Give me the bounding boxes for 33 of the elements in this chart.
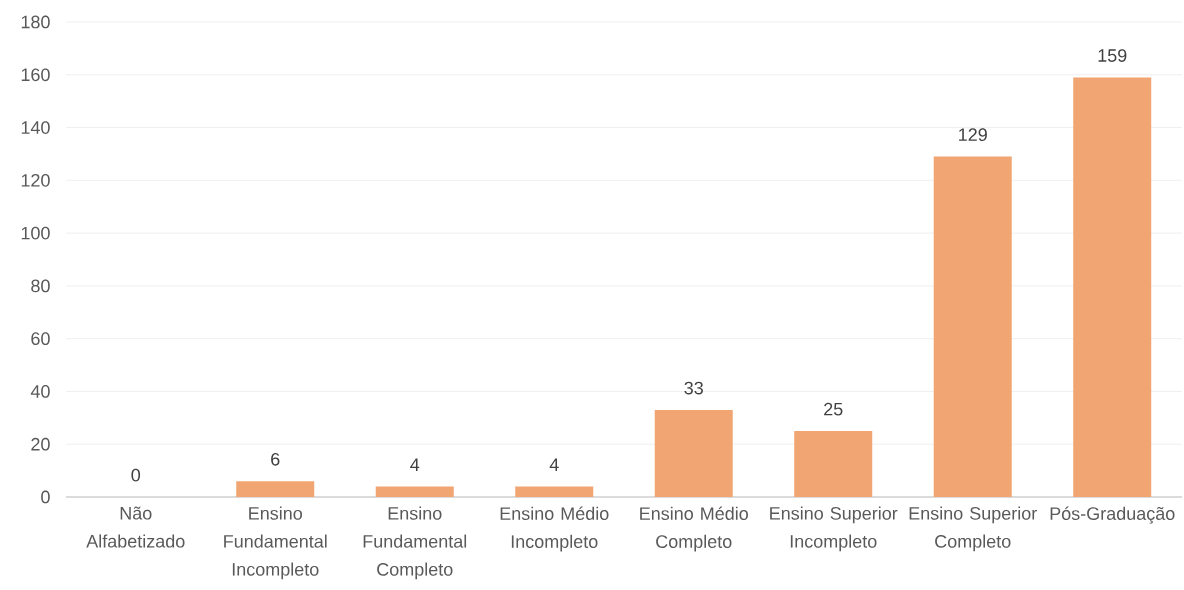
y-tick-label: 60 <box>31 332 50 346</box>
data-label: 6 <box>271 452 280 466</box>
data-label: 25 <box>824 402 843 416</box>
y-tick-label: 160 <box>21 68 50 82</box>
y-tick-label: 20 <box>31 437 50 451</box>
x-tick-label: Ensino Fundamental Incompleto <box>224 506 327 580</box>
y-tick-label: 40 <box>30 385 50 398</box>
x-tick-label: Ensino Superior Incompleto <box>770 506 898 552</box>
data-label: 4 <box>410 458 420 471</box>
data-label: 4 <box>549 458 559 471</box>
bar <box>933 156 1012 497</box>
y-tick-label: 100 <box>21 226 50 240</box>
bar <box>1073 77 1152 497</box>
data-label: 159 <box>1098 49 1127 62</box>
bar <box>375 486 454 497</box>
bar <box>654 409 733 497</box>
x-tick-label: Ensino Médio Completo <box>640 506 748 552</box>
y-tick-label: 180 <box>21 15 50 29</box>
x-tick-label: Não Alfabetizado <box>86 506 185 548</box>
x-tick-label: Ensino Médio Incompleto <box>500 506 609 552</box>
x-tick-label: Pós-Graduação <box>1050 506 1175 524</box>
data-label: 129 <box>959 128 987 142</box>
data-label: 0 <box>131 468 141 482</box>
y-tick-label: 140 <box>21 121 50 134</box>
y-tick-label: 80 <box>31 279 50 293</box>
x-tick-label: Ensino Superior Completo <box>909 506 1037 552</box>
y-tick-label: 0 <box>41 490 50 504</box>
data-label: 33 <box>684 381 703 395</box>
bar <box>794 431 873 497</box>
x-tick-label: Ensino Fundamental Completo <box>363 506 467 580</box>
y-tick-label: 120 <box>21 173 50 187</box>
bar <box>236 481 315 497</box>
bar <box>515 486 594 497</box>
